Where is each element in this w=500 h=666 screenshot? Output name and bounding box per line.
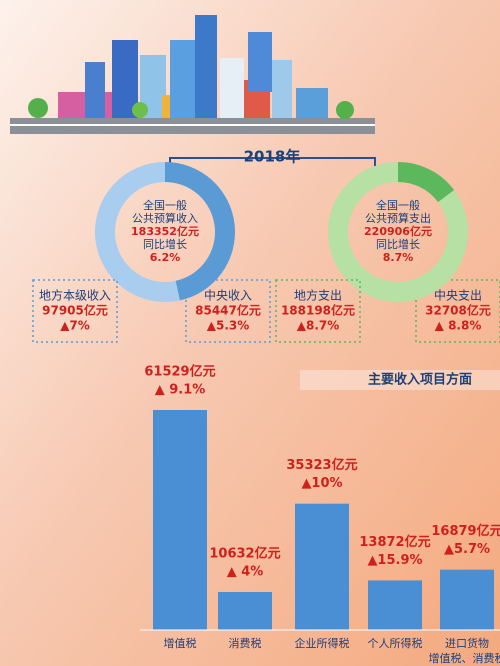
bar [295, 503, 349, 630]
value-label: 61529亿元 [144, 364, 215, 380]
change-label: ▲ 4% [227, 564, 264, 579]
x-tick-label: 企业所得税 [295, 636, 350, 650]
legend-label: 中央支出 [434, 288, 482, 303]
center-text: 同比增长 [143, 237, 187, 251]
center-text: 全国一般 [143, 198, 187, 212]
label-box [415, 279, 500, 343]
value-label: 16879亿元 [431, 523, 500, 539]
change-label: ▲8.7% [297, 319, 340, 333]
label-box [32, 279, 118, 343]
change-label: ▲5.3% [207, 319, 250, 333]
bar [440, 569, 494, 630]
x-tick-label: 增值税 [164, 636, 197, 650]
bar [368, 580, 422, 630]
donut-segment [398, 162, 455, 203]
change-label: ▲5.7% [444, 542, 490, 557]
x-tick-label: 个人所得税 [368, 636, 423, 650]
value-label: 188198亿元 [281, 303, 355, 318]
change-label: ▲ 9.1% [155, 383, 206, 398]
center-text: 8.7% [383, 251, 414, 264]
x-tick-label: 增值税、消费税 [429, 651, 500, 665]
value-label: 85447亿元 [195, 303, 261, 318]
chart-title: 主要收入项目方面 [368, 372, 472, 388]
x-tick-label: 消费税 [229, 636, 262, 650]
label-box [185, 279, 271, 343]
value-label: 32708亿元 [425, 303, 491, 318]
center-text: 同比增长 [376, 237, 420, 251]
change-label: ▲ 8.8% [435, 319, 482, 333]
change-label: ▲10% [301, 476, 342, 491]
center-text: 220906亿元 [364, 224, 432, 238]
bar [218, 591, 272, 630]
change-label: ▲15.9% [367, 553, 422, 568]
center-text: 6.2% [150, 251, 181, 264]
year: 2018年 [244, 148, 301, 166]
legend-label: 地方本级收入 [39, 288, 111, 303]
donut-segment [165, 162, 235, 301]
donut-segment [94, 162, 180, 302]
x-tick-label: 进口货物 [445, 636, 489, 650]
title-bg [300, 370, 500, 390]
value-label: 97905亿元 [42, 303, 108, 318]
center-text: 全国一般 [376, 198, 420, 212]
center-text: 公共预算支出 [365, 211, 431, 225]
value-label: 35323亿元 [286, 457, 357, 473]
legend-label: 中央收入 [204, 288, 252, 303]
center-text: 公共预算收入 [132, 211, 198, 225]
bar [153, 410, 207, 630]
label-box [275, 279, 361, 343]
city-illustration [10, 15, 375, 134]
value-label: 13872亿元 [359, 534, 430, 550]
legend-label: 地方支出 [294, 288, 342, 303]
change-label: ▲7% [60, 319, 90, 333]
value-label: 10632亿元 [209, 545, 280, 561]
center-text: 183352亿元 [131, 224, 199, 238]
